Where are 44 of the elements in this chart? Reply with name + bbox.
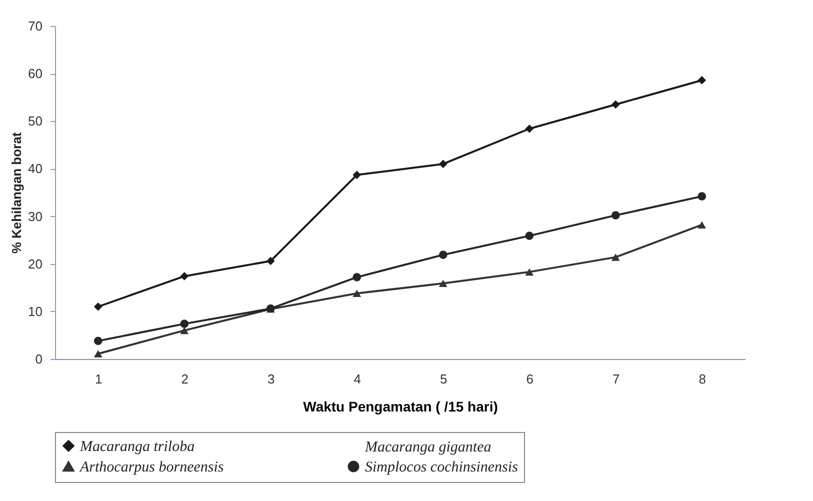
x-tick-label: 7 <box>612 372 620 386</box>
point <box>698 221 706 228</box>
point <box>438 250 448 259</box>
point <box>611 254 620 261</box>
point <box>611 100 620 109</box>
y-tick-label: 40 <box>28 161 42 176</box>
point <box>698 76 706 84</box>
legend-label: Arthocarpus borneensis <box>79 460 224 476</box>
y-tick-label: 0 <box>35 352 42 366</box>
point <box>94 350 102 358</box>
point <box>525 232 534 240</box>
point <box>266 256 275 266</box>
y-tick-label: 50 <box>28 114 42 129</box>
point <box>180 272 189 280</box>
point <box>180 320 189 328</box>
legend-label: Simplocos cochinsinensis <box>365 460 518 476</box>
x-tick-label: 5 <box>440 372 448 386</box>
point <box>180 326 189 334</box>
x-tick-label: 6 <box>526 372 534 386</box>
point <box>698 192 706 200</box>
point <box>525 268 534 276</box>
point <box>611 211 620 220</box>
x-tick-label: 3 <box>268 372 275 386</box>
point <box>94 302 102 311</box>
point <box>352 290 362 297</box>
legend-label: Macaranga triloba <box>79 438 195 455</box>
x-tick-label: 1 <box>95 372 102 386</box>
point <box>438 160 448 168</box>
point <box>94 336 102 346</box>
text: Macaranga gigantea <box>364 439 492 456</box>
x-tick-label: 2 <box>181 372 188 386</box>
y-tick-label: 30 <box>28 208 42 224</box>
x-tick-label: 4 <box>354 372 361 386</box>
y-tick-label: 20 <box>28 256 42 272</box>
y-tick-label: 70 <box>28 18 42 34</box>
x-tick-label: 8 <box>698 372 706 386</box>
y-tick-label: 10 <box>28 304 42 319</box>
x-axis-title: Waktu Pengamatan ( /15 hari) <box>303 398 498 414</box>
point <box>525 124 534 133</box>
y-axis-title: % Kehilangan borat <box>9 132 24 254</box>
y-tick-label: 60 <box>28 66 42 82</box>
point <box>352 273 362 282</box>
point <box>352 170 362 180</box>
point <box>438 280 448 287</box>
